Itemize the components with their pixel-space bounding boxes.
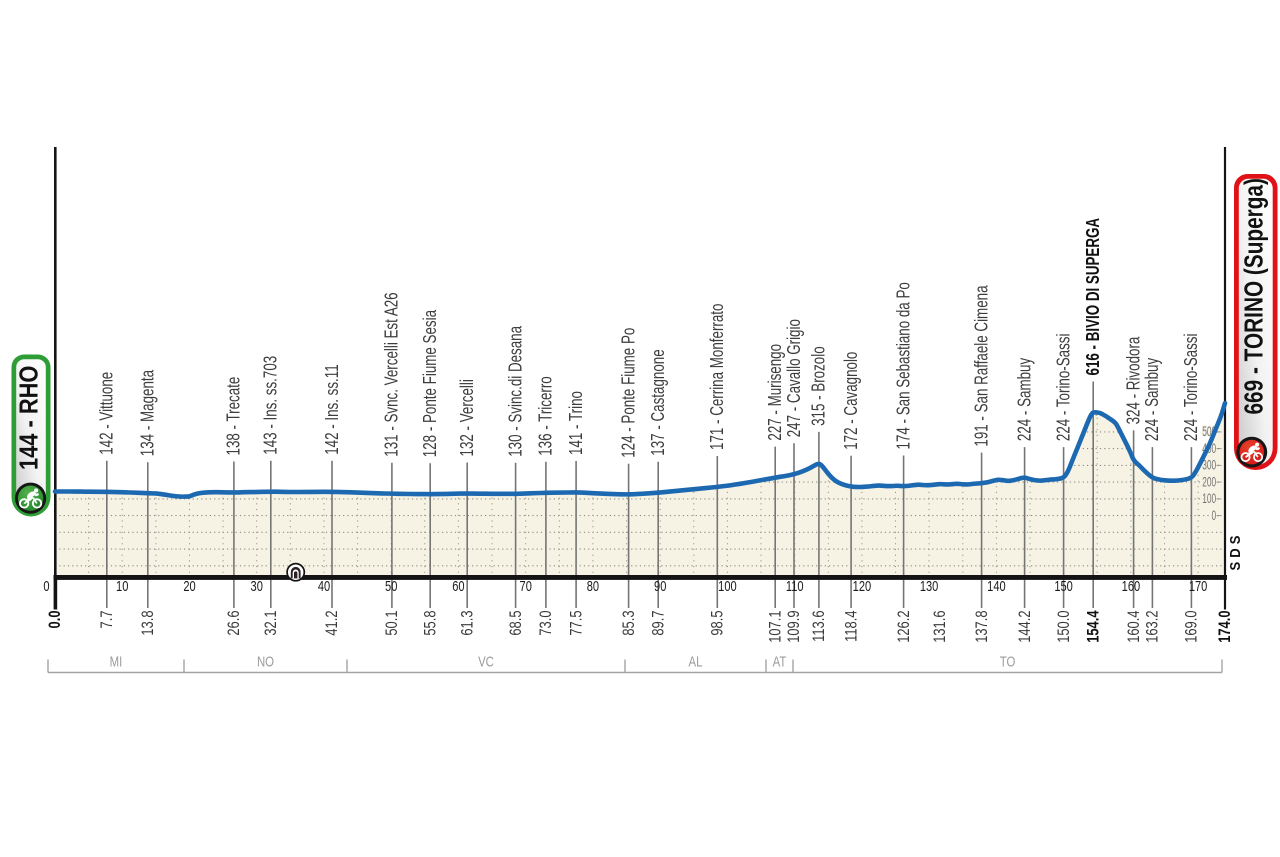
svg-text:224 - Torino-Sassi: 224 - Torino-Sassi [1053, 334, 1074, 442]
svg-text:60: 60 [452, 577, 464, 594]
svg-text:0: 0 [43, 577, 49, 594]
svg-text:40: 40 [318, 577, 330, 594]
svg-text:160.4: 160.4 [1124, 611, 1143, 643]
svg-text:247 - Cavallo Grigio: 247 - Cavallo Grigio [784, 319, 805, 437]
svg-text:107.1: 107.1 [766, 611, 785, 643]
svg-text:126.2: 126.2 [894, 611, 913, 643]
svg-text:172 - Cavagnolo: 172 - Cavagnolo [841, 352, 862, 450]
svg-text:130 - Svinc.di Desana: 130 - Svinc.di Desana [505, 326, 526, 457]
svg-text:7.7: 7.7 [97, 611, 116, 629]
svg-text:200: 200 [1202, 476, 1216, 490]
svg-text:137.8: 137.8 [972, 611, 991, 643]
svg-text:142 - Ins. ss.11: 142 - Ins. ss.11 [322, 364, 343, 454]
svg-text:160: 160 [1122, 577, 1141, 594]
svg-text:SDS: SDS [1227, 532, 1243, 571]
svg-text:120: 120 [853, 577, 872, 594]
svg-text:10: 10 [116, 577, 128, 594]
svg-text:85.3: 85.3 [619, 611, 638, 636]
svg-text:MI: MI [110, 653, 123, 670]
svg-text:98.5: 98.5 [708, 611, 727, 636]
svg-text:134 - Magenta: 134 - Magenta [138, 370, 159, 456]
svg-text:73.0: 73.0 [536, 611, 555, 636]
svg-text:30: 30 [251, 577, 263, 594]
svg-text:VC: VC [478, 653, 494, 670]
svg-text:100: 100 [718, 577, 737, 594]
svg-text:170: 170 [1189, 577, 1208, 594]
svg-text:41.2: 41.2 [323, 611, 342, 636]
svg-text:0.0: 0.0 [46, 611, 65, 629]
svg-text:131.6: 131.6 [930, 611, 949, 643]
svg-text:163.2: 163.2 [1143, 611, 1162, 643]
svg-text:0: 0 [1212, 509, 1217, 523]
svg-text:32.1: 32.1 [261, 611, 280, 636]
svg-text:130: 130 [920, 577, 939, 594]
svg-text:136 - Tricerro: 136 - Tricerro [536, 376, 557, 456]
svg-text:124 - Ponte Fiume Po: 124 - Ponte Fiume Po [618, 328, 639, 458]
svg-text:109.9: 109.9 [785, 611, 804, 643]
svg-text:55.8: 55.8 [421, 611, 440, 636]
svg-text:100: 100 [1202, 492, 1216, 506]
svg-text:80: 80 [587, 577, 599, 594]
svg-text:171 - Cerrina Monferrato: 171 - Cerrina Monferrato [707, 304, 728, 450]
svg-text:128 - Ponte Fiume Sesia: 128 - Ponte Fiume Sesia [420, 310, 441, 457]
svg-text:224 - Sambuy: 224 - Sambuy [1142, 357, 1163, 441]
svg-text:20: 20 [183, 577, 195, 594]
svg-text:50: 50 [385, 577, 397, 594]
svg-text:NO: NO [257, 653, 274, 670]
svg-text:669 - TORINO (Superga): 669 - TORINO (Superga) [1239, 178, 1268, 414]
svg-text:227 - Murisengo: 227 - Murisengo [765, 344, 786, 441]
svg-text:324 - Rivodora: 324 - Rivodora [1123, 337, 1144, 425]
svg-text:169.0: 169.0 [1182, 611, 1201, 643]
svg-text:142 - Vittuone: 142 - Vittuone [97, 372, 118, 455]
svg-text:113.6: 113.6 [809, 611, 828, 642]
svg-text:150: 150 [1054, 577, 1073, 594]
svg-text:315 - Brozolo: 315 - Brozolo [809, 346, 830, 426]
svg-text:118.4: 118.4 [842, 611, 861, 642]
svg-text:191 - San Raffaele Cimena: 191 - San Raffaele Cimena [971, 285, 992, 446]
svg-text:AL: AL [689, 653, 703, 670]
svg-text:13.8: 13.8 [138, 611, 157, 636]
svg-text:26.6: 26.6 [224, 611, 243, 636]
svg-text:131 - Svnc. Vercelli Est A26: 131 - Svnc. Vercelli Est A26 [382, 292, 403, 456]
svg-text:150.0: 150.0 [1054, 611, 1073, 643]
svg-text:224 - Torino-Sassi: 224 - Torino-Sassi [1181, 334, 1202, 442]
svg-text:70: 70 [520, 577, 532, 594]
svg-text:TO: TO [1000, 653, 1016, 670]
svg-text:144.2: 144.2 [1015, 611, 1034, 643]
svg-text:AT: AT [773, 653, 787, 670]
svg-text:174.0: 174.0 [1216, 611, 1235, 643]
svg-text:90: 90 [654, 577, 666, 594]
svg-text:132 - Vercelli: 132 - Vercelli [457, 379, 478, 456]
svg-text:141 - Trino: 141 - Trino [566, 391, 587, 455]
svg-text:68.5: 68.5 [506, 611, 525, 636]
svg-text:77.5: 77.5 [567, 611, 586, 636]
svg-text:224 - Sambuy: 224 - Sambuy [1014, 357, 1035, 441]
svg-text:140: 140 [987, 577, 1006, 594]
svg-text:61.3: 61.3 [458, 611, 477, 636]
svg-text:89.7: 89.7 [649, 611, 668, 636]
svg-text:143 - Ins. ss.703: 143 - Ins. ss.703 [261, 356, 282, 455]
svg-text:154.4: 154.4 [1084, 610, 1103, 643]
svg-text:50.1: 50.1 [382, 611, 401, 636]
svg-text:110: 110 [786, 577, 804, 594]
svg-text:616 - BIVIO DI SUPERGA: 616 - BIVIO DI SUPERGA [1083, 218, 1104, 376]
svg-text:300: 300 [1202, 459, 1216, 473]
svg-text:137 - Castagnone: 137 - Castagnone [648, 349, 669, 455]
svg-text:174 - San Sebastiano da Po: 174 - San Sebastiano da Po [893, 282, 914, 449]
svg-text:138 - Trecate: 138 - Trecate [224, 377, 245, 456]
svg-text:144 - RHO: 144 - RHO [15, 366, 44, 470]
